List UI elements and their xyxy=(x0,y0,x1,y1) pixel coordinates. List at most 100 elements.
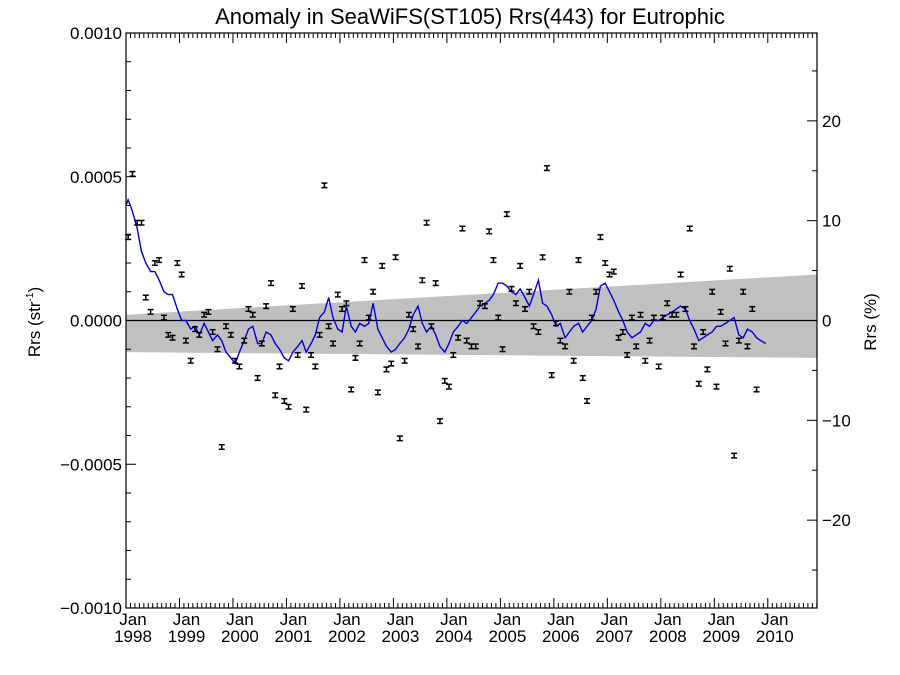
data-point xyxy=(178,271,185,278)
data-point xyxy=(254,374,261,382)
data-point xyxy=(428,323,435,330)
data-point xyxy=(245,305,252,313)
right-y-axis-label: Rrs (%) xyxy=(861,293,880,351)
data-point xyxy=(744,343,751,350)
data-point xyxy=(664,300,671,307)
data-point xyxy=(138,219,145,226)
data-point xyxy=(628,314,635,321)
data-point xyxy=(713,383,720,390)
data-point xyxy=(165,331,172,338)
data-point xyxy=(227,331,234,338)
data-point xyxy=(597,234,604,241)
x-tick-month: Jan xyxy=(494,610,521,629)
data-point xyxy=(419,277,426,284)
right-tick-label: 0 xyxy=(822,312,831,331)
data-points-layer xyxy=(125,165,760,459)
data-point xyxy=(686,225,693,232)
data-point xyxy=(236,363,243,370)
data-point xyxy=(619,328,626,336)
right-tick-label: 10 xyxy=(822,212,841,231)
data-point xyxy=(584,397,591,405)
data-point xyxy=(405,311,412,318)
x-tick-month: Jan xyxy=(601,610,628,629)
right-tick-label: 20 xyxy=(822,112,841,131)
x-tick-year: 2007 xyxy=(595,627,633,646)
data-point xyxy=(232,357,239,364)
x-tick-year: 2000 xyxy=(221,627,259,646)
data-point xyxy=(633,343,640,350)
data-point xyxy=(129,170,136,177)
data-point xyxy=(334,291,341,298)
data-point xyxy=(267,280,274,287)
data-point xyxy=(472,343,479,350)
data-point xyxy=(530,323,537,330)
data-point xyxy=(543,165,550,172)
x-tick-year: 2001 xyxy=(275,627,313,646)
x-tick-year: 2010 xyxy=(756,627,794,646)
confidence-band-layer xyxy=(126,274,817,358)
data-point xyxy=(570,357,577,364)
x-tick-year: 2004 xyxy=(435,627,473,646)
data-point xyxy=(352,354,359,361)
data-point xyxy=(642,357,649,364)
x-tick-month: Jan xyxy=(440,610,467,629)
data-point xyxy=(151,259,158,267)
data-point xyxy=(356,340,363,347)
data-point xyxy=(446,383,453,390)
data-point xyxy=(553,320,560,327)
right-tick-label: −10 xyxy=(822,411,851,430)
data-point xyxy=(329,340,336,347)
data-point xyxy=(294,351,301,359)
data-point xyxy=(415,343,422,350)
x-tick-month: Jan xyxy=(387,610,414,629)
smooth-line xyxy=(125,197,767,366)
data-point xyxy=(753,386,760,393)
data-point xyxy=(735,337,742,344)
data-point xyxy=(610,268,617,275)
data-point xyxy=(169,334,176,341)
data-point xyxy=(722,340,729,347)
data-point xyxy=(205,308,212,315)
data-point xyxy=(312,363,319,370)
data-point xyxy=(455,334,462,341)
data-point xyxy=(459,225,466,232)
left-tick-label: −0.0005 xyxy=(60,455,122,474)
data-point xyxy=(396,435,403,442)
data-point xyxy=(379,262,386,269)
data-point xyxy=(316,331,323,338)
data-point xyxy=(659,314,666,321)
data-point xyxy=(174,259,181,267)
x-tick-month: Jan xyxy=(333,610,360,629)
data-point xyxy=(196,331,203,338)
data-point xyxy=(147,308,154,315)
data-point xyxy=(392,254,399,261)
data-point xyxy=(602,259,609,267)
x-tick-year: 2008 xyxy=(649,627,687,646)
data-point xyxy=(499,346,506,353)
data-point xyxy=(303,406,310,413)
data-point xyxy=(557,337,564,344)
x-tick-month: Jan xyxy=(708,610,735,629)
data-point xyxy=(579,374,586,382)
data-point xyxy=(655,363,662,370)
data-point xyxy=(682,305,689,313)
data-point xyxy=(441,377,448,384)
data-point xyxy=(343,300,350,307)
data-point xyxy=(339,305,346,313)
data-point xyxy=(450,351,457,359)
x-tick-year: 2009 xyxy=(702,627,740,646)
data-point xyxy=(526,288,533,295)
data-point xyxy=(289,305,296,313)
data-point xyxy=(646,337,653,344)
data-point xyxy=(388,360,395,367)
data-point xyxy=(187,357,194,364)
data-point xyxy=(562,343,569,350)
data-point xyxy=(673,311,680,318)
data-point xyxy=(142,294,149,301)
right-tick-label: −20 xyxy=(822,511,851,530)
data-point xyxy=(410,326,417,333)
data-point xyxy=(281,397,288,405)
data-point xyxy=(258,340,265,347)
data-point xyxy=(423,219,430,226)
